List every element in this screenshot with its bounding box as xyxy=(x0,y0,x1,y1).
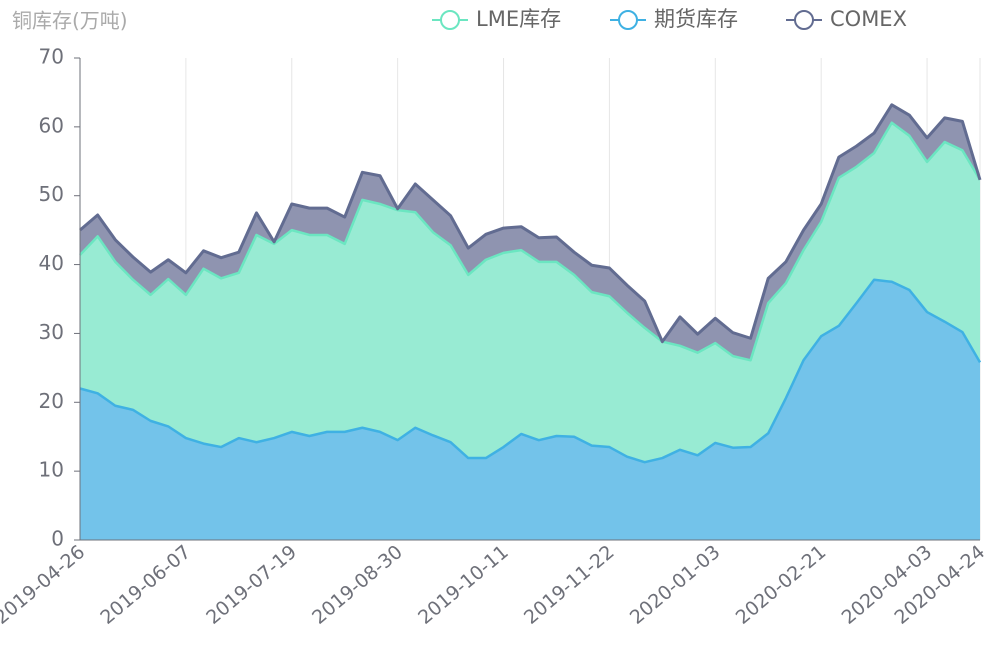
x-tick-label: 2019-07-19 xyxy=(202,541,301,629)
y-tick-label: 0 xyxy=(51,527,64,551)
line xyxy=(79,103,982,344)
y-tick-label: 20 xyxy=(39,389,64,413)
legend-icon xyxy=(618,10,638,30)
legend-item[interactable]: LME库存 xyxy=(432,7,561,31)
legend: LME库存 期货库存 COMEX xyxy=(432,7,907,31)
y-tick-label: 30 xyxy=(39,320,64,344)
x-tick-label: 2019-04-26 xyxy=(0,541,89,629)
x-tick-label: 2019-06-07 xyxy=(96,541,195,629)
legend-item[interactable]: COMEX xyxy=(786,7,907,31)
legend-label: COMEX xyxy=(830,7,907,31)
line xyxy=(79,121,982,362)
y-tick-label: 10 xyxy=(39,458,64,482)
y-tick-label: 40 xyxy=(39,251,64,275)
x-tick-label: 2020-01-03 xyxy=(626,541,725,629)
y-tick-label: 70 xyxy=(39,45,64,69)
x-tick-label: 2020-02-21 xyxy=(732,541,831,629)
y-tick-label: 60 xyxy=(39,113,64,137)
x-tick-label: 2019-08-30 xyxy=(308,541,407,629)
x-tick-label: 2019-10-11 xyxy=(414,541,513,629)
legend-label: LME库存 xyxy=(476,7,561,31)
legend-icon xyxy=(794,10,814,30)
x-tick-label: 2019-11-22 xyxy=(520,541,619,629)
legend-label: 期货库存 xyxy=(654,7,738,31)
area xyxy=(80,279,980,540)
y-axis-label: 铜库存(万吨) xyxy=(12,9,128,33)
legend-item[interactable]: 期货库存 xyxy=(610,7,738,31)
y-tick-label: 50 xyxy=(39,182,64,206)
area xyxy=(80,122,980,463)
line xyxy=(79,278,982,464)
legend-icon xyxy=(440,10,460,30)
